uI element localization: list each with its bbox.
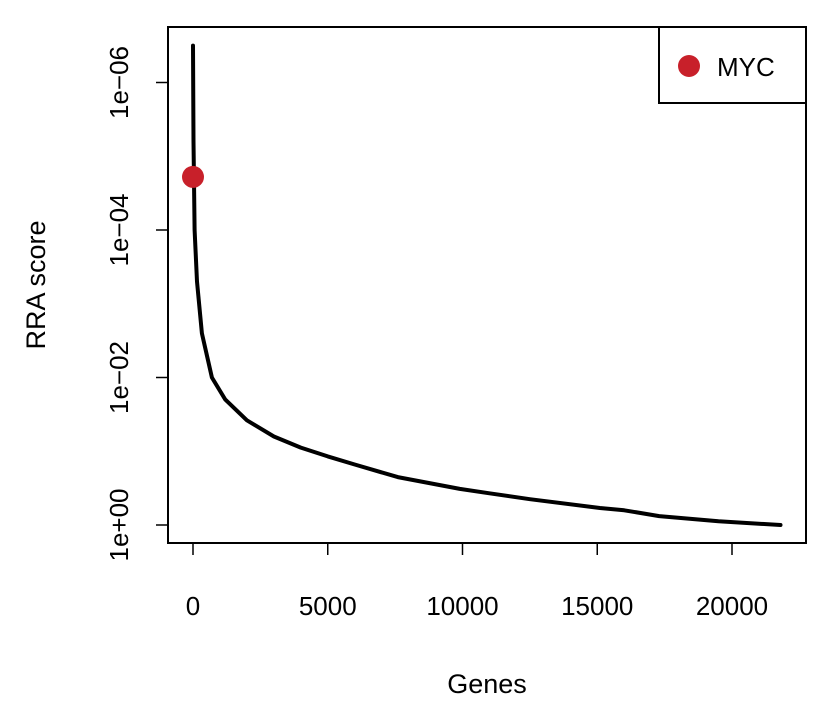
- y-tick-label: 1e−04: [104, 193, 134, 266]
- y-axis: 1e+00 1e−02 1e−04 1e−06: [104, 46, 169, 562]
- x-tick-label: 20000: [696, 591, 768, 621]
- highlight-layer: [182, 165, 204, 188]
- x-tick-label: 5000: [299, 591, 357, 621]
- legend: MYC: [658, 26, 807, 104]
- x-tick-label: 0: [186, 591, 200, 621]
- y-axis-label: RRA score: [21, 220, 51, 349]
- legend-label-myc: MYC: [717, 52, 775, 82]
- series-line: [191, 43, 783, 527]
- highlight-point-myc: [182, 165, 204, 188]
- y-tick-label: 1e+00: [104, 488, 134, 561]
- x-tick-label: 15000: [561, 591, 633, 621]
- x-axis-label: Genes: [447, 669, 527, 699]
- y-tick-label: 1e−02: [104, 341, 134, 414]
- y-tick-label: 1e−06: [104, 46, 134, 119]
- x-tick-label: 10000: [426, 591, 498, 621]
- plot-frame: [167, 26, 807, 544]
- x-axis: 0 5000 10000 15000 20000: [186, 542, 768, 621]
- series-layer: [191, 43, 783, 527]
- legend-marker-myc: [678, 55, 700, 77]
